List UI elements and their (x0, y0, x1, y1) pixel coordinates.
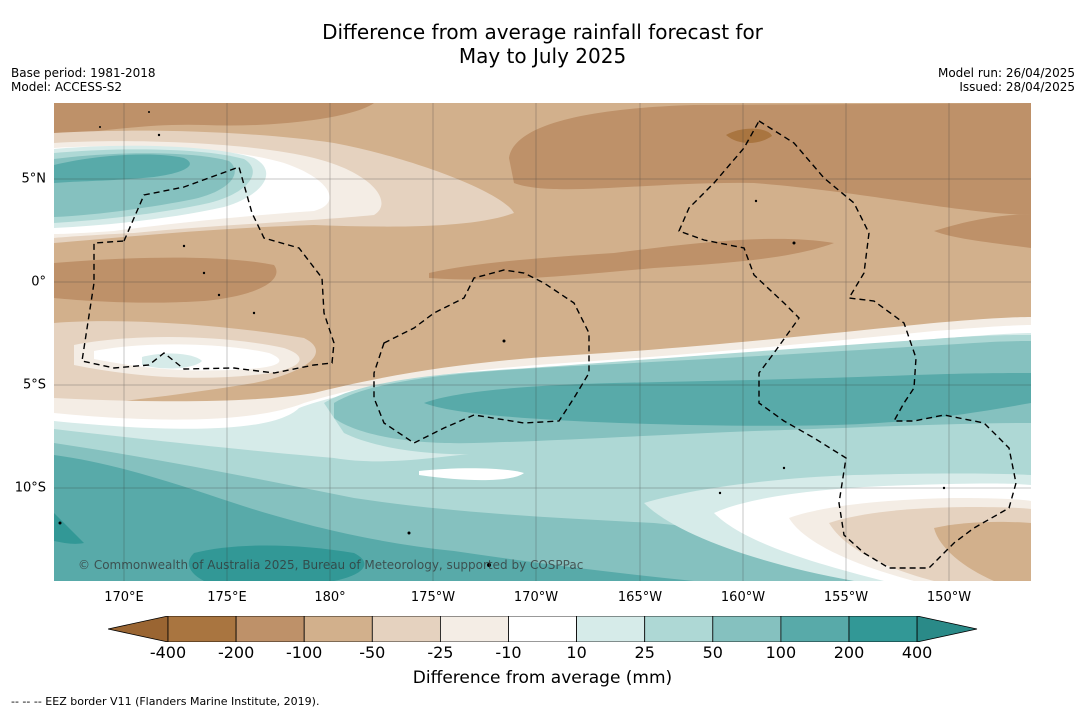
region-teal-dark (54, 154, 190, 183)
model-name: Model: ACCESS-S2 (11, 80, 123, 94)
colorbar-segment (780, 616, 850, 642)
island-dot (252, 311, 256, 315)
map-title: Difference from average rainfall forecas… (0, 20, 1085, 68)
colorbar-title: Difference from average (mm) (412, 668, 673, 688)
colorbar-segment (712, 616, 782, 642)
colorbar-tick-label: -400 (149, 643, 187, 662)
colorbar-segment (439, 616, 509, 642)
island-dot (502, 339, 506, 343)
graticule (54, 103, 1031, 581)
rainfall-map (54, 103, 1031, 581)
island-dot (99, 126, 101, 128)
eez-border-phoenix-line (678, 120, 1017, 569)
colorbar-segment (235, 616, 305, 642)
colorbar-segment (848, 616, 918, 642)
latitude-label: 5°N (21, 171, 47, 187)
longitude-label: 165°W (617, 590, 663, 605)
colorbar-segment (576, 616, 646, 642)
longitude-label: 175°E (207, 590, 247, 605)
longitude-label: 155°W (823, 590, 869, 605)
island-dot (157, 133, 161, 137)
colorbar-segment (303, 616, 373, 642)
region-teal-dark (424, 373, 1031, 426)
island-dot (58, 521, 62, 525)
region-brown-dark (726, 128, 772, 143)
colorbar-tick-label: -100 (286, 643, 323, 662)
colorbar-tick-label: -200 (217, 643, 255, 662)
island-dot (148, 111, 150, 113)
colorbar-segment (644, 616, 714, 642)
eez-border-tuvalu-kiribati-west (81, 166, 335, 374)
colorbar-segment (167, 616, 237, 642)
colorbar-tick-label: 100 (765, 643, 797, 662)
island-dot (942, 486, 946, 490)
colorbar-over-arrow (916, 616, 978, 642)
colorbar-segment (371, 616, 441, 642)
eez-border-central (373, 269, 590, 444)
colorbar-tick-label: 50 (702, 643, 723, 662)
region-teal-deep (54, 513, 84, 544)
longitude-label: 180° (314, 590, 346, 605)
region-brown-dark (54, 103, 374, 135)
longitude-label: 150°W (926, 590, 972, 605)
longitude-label: 170°E (104, 590, 144, 605)
colorbar-tick-label: 400 (901, 643, 933, 662)
island-dot (487, 563, 491, 567)
issued-date: Issued: 28/04/2025 (959, 80, 1075, 94)
colorbar-segment (508, 616, 577, 642)
latitude-label: 0° (31, 274, 46, 290)
longitude-label: 160°W (720, 590, 766, 605)
colorbar (108, 616, 978, 642)
colorbar-under-arrow (108, 616, 169, 642)
island-dot (202, 271, 206, 275)
region-brown-mid (934, 521, 1031, 581)
colorbar-tick-label: 10 (566, 643, 587, 662)
title-line-2: May to July 2025 (458, 44, 627, 68)
island-dot (718, 491, 722, 495)
region-teal-pale (142, 353, 202, 369)
colorbar-tick-label: 25 (634, 643, 655, 662)
colorbar-tick-label: -50 (359, 643, 386, 662)
longitude-label: 170°W (513, 590, 559, 605)
region-brown-dark (429, 238, 834, 280)
title-line-1: Difference from average rainfall forecas… (322, 20, 763, 44)
colorbar-tick-label: -25 (427, 643, 454, 662)
region-white (419, 468, 524, 481)
eez-borders (81, 120, 1017, 569)
model-run: Model run: 26/04/2025 (937, 66, 1075, 80)
island-dot (217, 293, 221, 297)
islands (58, 111, 946, 567)
region-brown-dark (934, 214, 1031, 248)
latitude-label: 10°S (14, 480, 46, 496)
meta-right: Model run: 26/04/2025 Issued: 28/04/2025 (938, 66, 1075, 94)
longitude-label: 175°W (410, 590, 456, 605)
colorbar-tick-label: -10 (495, 643, 522, 662)
latitude-label: 5°S (22, 377, 46, 393)
base-period: Base period: 1981-2018 (11, 66, 156, 80)
region-teal-deep (188, 545, 365, 581)
eez-legend-note: -- -- -- EEZ border V11 (Flanders Marine… (11, 695, 320, 708)
island-dot (407, 531, 411, 535)
meta-left: Base period: 1981-2018 Model: ACCESS-S2 (11, 66, 156, 94)
copyright-notice: © Commonwealth of Australia 2025, Bureau… (78, 558, 584, 572)
colorbar-tick-label: 200 (833, 643, 865, 662)
island-dot (782, 466, 786, 470)
island-dot (182, 244, 186, 248)
island-dot (792, 241, 796, 245)
island-dot (754, 199, 758, 203)
region-brown-dark (509, 103, 1031, 215)
region-brown-dark (54, 257, 277, 303)
